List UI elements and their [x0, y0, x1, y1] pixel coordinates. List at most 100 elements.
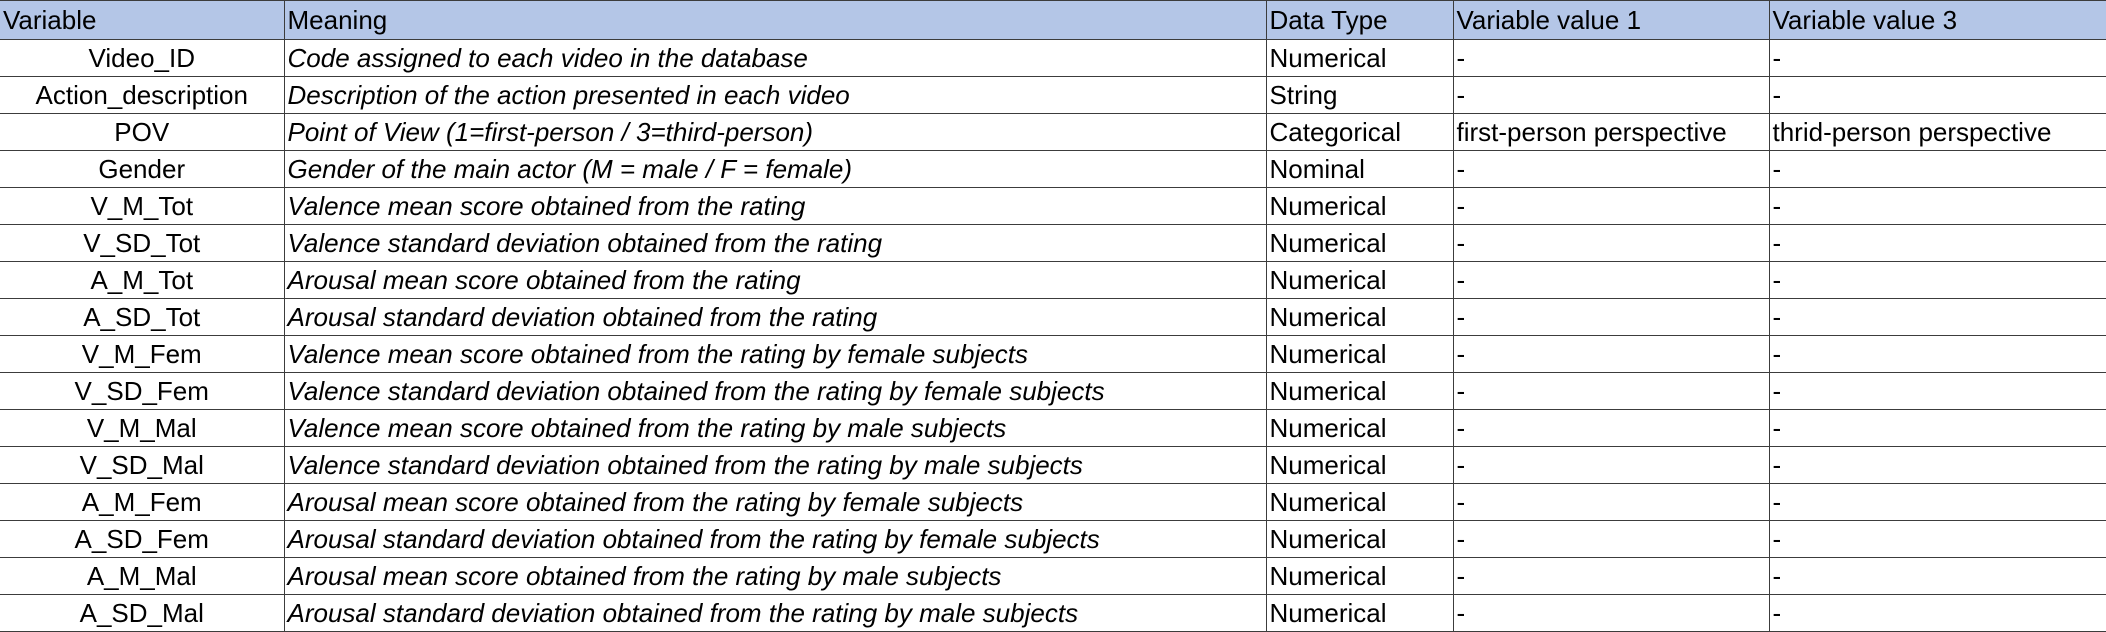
- table-row: V_SD_Fem Valence standard deviation obta…: [0, 372, 2106, 410]
- cell-value-3[interactable]: -: [1769, 261, 2106, 299]
- table-row: A_M_Tot Arousal mean score obtained from…: [0, 261, 2106, 299]
- cell-meaning[interactable]: Description of the action presented in e…: [284, 76, 1267, 114]
- table-row: A_SD_Fem Arousal standard deviation obta…: [0, 520, 2106, 558]
- cell-value-3[interactable]: -: [1769, 372, 2106, 410]
- cell-value-3[interactable]: -: [1769, 298, 2106, 336]
- cell-value-1[interactable]: -: [1453, 372, 1770, 410]
- cell-variable[interactable]: Gender: [0, 150, 285, 188]
- cell-meaning[interactable]: Valence mean score obtained from the rat…: [284, 187, 1267, 225]
- cell-variable[interactable]: V_M_Fem: [0, 335, 285, 373]
- cell-data-type[interactable]: String: [1266, 76, 1454, 114]
- cell-data-type[interactable]: Numerical: [1266, 39, 1454, 77]
- cell-variable[interactable]: POV: [0, 113, 285, 151]
- cell-variable[interactable]: A_SD_Mal: [0, 594, 285, 632]
- cell-meaning[interactable]: Point of View (1=first-person / 3=third-…: [284, 113, 1267, 151]
- cell-data-type[interactable]: Numerical: [1266, 594, 1454, 632]
- cell-meaning[interactable]: Valence mean score obtained from the rat…: [284, 409, 1267, 447]
- table-row: V_SD_Mal Valence standard deviation obta…: [0, 446, 2106, 484]
- table-row: POV Point of View (1=first-person / 3=th…: [0, 113, 2106, 151]
- cell-meaning[interactable]: Valence mean score obtained from the rat…: [284, 335, 1267, 373]
- cell-value-1[interactable]: -: [1453, 224, 1770, 262]
- cell-variable[interactable]: A_SD_Tot: [0, 298, 285, 336]
- cell-meaning[interactable]: Gender of the main actor (M = male / F =…: [284, 150, 1267, 188]
- table-row: A_M_Fem Arousal mean score obtained from…: [0, 483, 2106, 521]
- cell-variable[interactable]: A_SD_Fem: [0, 520, 285, 558]
- cell-data-type[interactable]: Nominal: [1266, 150, 1454, 188]
- cell-variable[interactable]: V_SD_Tot: [0, 224, 285, 262]
- cell-value-1[interactable]: -: [1453, 483, 1770, 521]
- cell-variable[interactable]: V_M_Tot: [0, 187, 285, 225]
- cell-data-type[interactable]: Numerical: [1266, 409, 1454, 447]
- cell-meaning[interactable]: Code assigned to each video in the datab…: [284, 39, 1267, 77]
- cell-data-type[interactable]: Numerical: [1266, 187, 1454, 225]
- cell-value-1[interactable]: -: [1453, 150, 1770, 188]
- table-row: V_SD_Tot Valence standard deviation obta…: [0, 224, 2106, 262]
- cell-value-3[interactable]: -: [1769, 520, 2106, 558]
- cell-variable[interactable]: V_M_Mal: [0, 409, 285, 447]
- cell-meaning[interactable]: Arousal mean score obtained from the rat…: [284, 261, 1267, 299]
- cell-value-3[interactable]: -: [1769, 76, 2106, 114]
- header-variable[interactable]: Variable: [0, 0, 285, 40]
- cell-variable[interactable]: A_M_Tot: [0, 261, 285, 299]
- cell-meaning[interactable]: Arousal standard deviation obtained from…: [284, 594, 1267, 632]
- cell-value-1[interactable]: -: [1453, 76, 1770, 114]
- cell-data-type[interactable]: Numerical: [1266, 372, 1454, 410]
- cell-value-1[interactable]: -: [1453, 409, 1770, 447]
- cell-value-3[interactable]: -: [1769, 187, 2106, 225]
- cell-value-3[interactable]: -: [1769, 150, 2106, 188]
- cell-meaning[interactable]: Arousal standard deviation obtained from…: [284, 520, 1267, 558]
- table-row: A_M_Mal Arousal mean score obtained from…: [0, 557, 2106, 595]
- cell-value-3[interactable]: -: [1769, 557, 2106, 595]
- cell-value-1[interactable]: -: [1453, 446, 1770, 484]
- table-row: V_M_Tot Valence mean score obtained from…: [0, 187, 2106, 225]
- header-meaning[interactable]: Meaning: [284, 0, 1267, 40]
- cell-value-3[interactable]: thrid-person perspective: [1769, 113, 2106, 151]
- table-row: Video_ID Code assigned to each video in …: [0, 39, 2106, 77]
- cell-value-3[interactable]: -: [1769, 224, 2106, 262]
- header-variable-value-3[interactable]: Variable value 3: [1769, 0, 2106, 40]
- cell-data-type[interactable]: Numerical: [1266, 298, 1454, 336]
- cell-value-1[interactable]: -: [1453, 594, 1770, 632]
- cell-variable[interactable]: Video_ID: [0, 39, 285, 77]
- cell-data-type[interactable]: Numerical: [1266, 483, 1454, 521]
- cell-variable[interactable]: A_M_Fem: [0, 483, 285, 521]
- cell-value-3[interactable]: -: [1769, 483, 2106, 521]
- cell-value-1[interactable]: -: [1453, 520, 1770, 558]
- cell-data-type[interactable]: Numerical: [1266, 520, 1454, 558]
- cell-variable[interactable]: Action_description: [0, 76, 285, 114]
- cell-value-1[interactable]: -: [1453, 39, 1770, 77]
- cell-data-type[interactable]: Numerical: [1266, 446, 1454, 484]
- cell-value-3[interactable]: -: [1769, 409, 2106, 447]
- table-row: Action_description Description of the ac…: [0, 76, 2106, 114]
- cell-value-1[interactable]: -: [1453, 335, 1770, 373]
- cell-variable[interactable]: V_SD_Mal: [0, 446, 285, 484]
- cell-meaning[interactable]: Valence standard deviation obtained from…: [284, 372, 1267, 410]
- cell-meaning[interactable]: Arousal mean score obtained from the rat…: [284, 483, 1267, 521]
- cell-value-3[interactable]: -: [1769, 594, 2106, 632]
- table-row: Gender Gender of the main actor (M = mal…: [0, 150, 2106, 188]
- header-variable-value-1[interactable]: Variable value 1: [1453, 0, 1770, 40]
- header-data-type[interactable]: Data Type: [1266, 0, 1454, 40]
- cell-data-type[interactable]: Numerical: [1266, 335, 1454, 373]
- cell-value-1[interactable]: first-person perspective: [1453, 113, 1770, 151]
- cell-data-type[interactable]: Numerical: [1266, 261, 1454, 299]
- cell-meaning[interactable]: Valence standard deviation obtained from…: [284, 224, 1267, 262]
- cell-value-3[interactable]: -: [1769, 446, 2106, 484]
- header-row: Variable Meaning Data Type Variable valu…: [0, 0, 2106, 40]
- cell-value-1[interactable]: -: [1453, 187, 1770, 225]
- cell-meaning[interactable]: Arousal standard deviation obtained from…: [284, 298, 1267, 336]
- table-row: V_M_Fem Valence mean score obtained from…: [0, 335, 2106, 373]
- cell-variable[interactable]: A_M_Mal: [0, 557, 285, 595]
- table-row: A_SD_Tot Arousal standard deviation obta…: [0, 298, 2106, 336]
- cell-data-type[interactable]: Numerical: [1266, 224, 1454, 262]
- cell-value-1[interactable]: -: [1453, 261, 1770, 299]
- cell-data-type[interactable]: Categorical: [1266, 113, 1454, 151]
- cell-value-1[interactable]: -: [1453, 298, 1770, 336]
- cell-meaning[interactable]: Valence standard deviation obtained from…: [284, 446, 1267, 484]
- cell-value-1[interactable]: -: [1453, 557, 1770, 595]
- cell-value-3[interactable]: -: [1769, 39, 2106, 77]
- cell-meaning[interactable]: Arousal mean score obtained from the rat…: [284, 557, 1267, 595]
- cell-variable[interactable]: V_SD_Fem: [0, 372, 285, 410]
- cell-value-3[interactable]: -: [1769, 335, 2106, 373]
- cell-data-type[interactable]: Numerical: [1266, 557, 1454, 595]
